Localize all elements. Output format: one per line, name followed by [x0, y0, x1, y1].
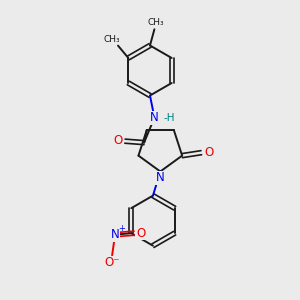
Text: N: N	[150, 111, 159, 124]
Text: O: O	[114, 134, 123, 147]
Text: +: +	[118, 224, 125, 233]
Text: O: O	[204, 146, 213, 159]
Text: O: O	[136, 227, 145, 240]
Text: N: N	[111, 228, 119, 241]
Text: -H: -H	[164, 112, 176, 123]
Text: CH₃: CH₃	[148, 18, 164, 27]
Text: N: N	[156, 172, 165, 184]
Text: CH₃: CH₃	[103, 34, 120, 43]
Text: O⁻: O⁻	[104, 256, 120, 269]
